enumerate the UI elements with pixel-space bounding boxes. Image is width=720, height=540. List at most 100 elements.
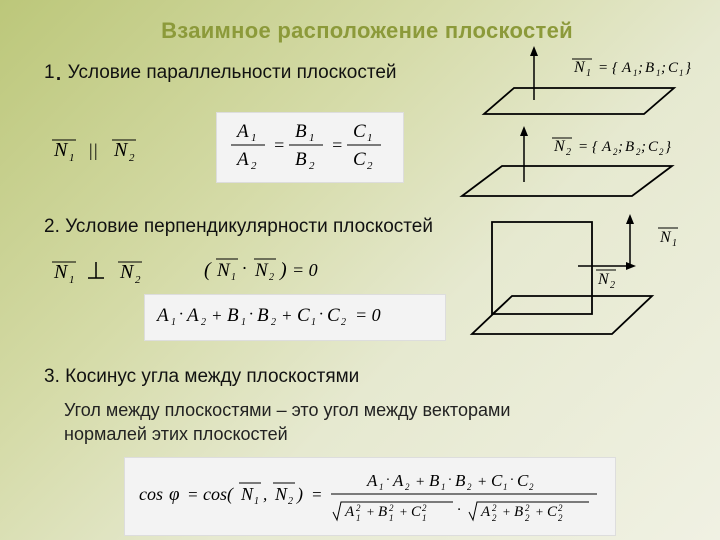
svg-text:+: + [366, 504, 375, 519]
svg-text:C: C [648, 139, 659, 155]
svg-text:2: 2 [309, 160, 315, 172]
svg-text:2: 2 [566, 147, 571, 158]
svg-text:,: , [263, 485, 267, 504]
svg-text:C: C [547, 504, 558, 520]
svg-text:B: B [295, 121, 307, 142]
svg-text:2: 2 [558, 503, 563, 513]
svg-text:1: 1 [311, 317, 316, 328]
svg-text:1: 1 [503, 482, 508, 492]
svg-text:+: + [281, 306, 292, 325]
sec3-desc-l2: нормалей этих плоскостей [64, 424, 288, 444]
svg-text:N: N [119, 261, 135, 283]
sec3-cos-formula: cos φ = cos( N1 , N2 ) = A1 · A2 + B1 · [124, 457, 616, 536]
svg-text:;: ; [618, 139, 623, 155]
svg-text:A: A [185, 305, 199, 326]
svg-text:B: B [378, 504, 387, 520]
svg-text:1: 1 [367, 132, 373, 144]
svg-text:1: 1 [241, 317, 246, 328]
svg-text:2: 2 [529, 482, 534, 492]
svg-text:2: 2 [492, 513, 497, 523]
svg-text:2: 2 [422, 503, 427, 513]
svg-text:N: N [53, 261, 69, 283]
svg-text:·: · [510, 473, 514, 488]
svg-text:C: C [491, 471, 503, 490]
svg-text:||: || [88, 140, 98, 160]
svg-text:= 0: = 0 [355, 305, 381, 325]
svg-text:N: N [553, 138, 566, 155]
svg-text:1: 1 [309, 132, 315, 144]
svg-text:;: ; [661, 60, 666, 76]
svg-text:2: 2 [389, 503, 394, 513]
svg-text:·: · [386, 473, 390, 488]
svg-text:2: 2 [201, 317, 206, 328]
svg-text:N: N [216, 260, 231, 281]
sec3-desc: Угол между плоскостями – это угол между … [64, 398, 690, 447]
svg-text:=: = [311, 485, 322, 504]
svg-text:B: B [227, 305, 239, 326]
svg-text:cos(: cos( [203, 484, 234, 505]
svg-text:C: C [353, 149, 366, 170]
svg-text:1: 1 [679, 68, 684, 78]
svg-text:2: 2 [251, 160, 257, 172]
sec1-dot: . [55, 55, 63, 86]
svg-text:=: = [273, 135, 285, 155]
svg-text:1: 1 [231, 272, 236, 283]
svg-text:A: A [344, 504, 355, 520]
svg-text:1: 1 [69, 274, 75, 286]
svg-text:C: C [517, 471, 529, 490]
svg-text:A: A [601, 139, 612, 155]
svg-text:2: 2 [659, 147, 664, 157]
svg-text:): ) [279, 259, 287, 281]
svg-text:+: + [211, 306, 222, 325]
svg-text:=: = [187, 485, 198, 504]
svg-text:N: N [573, 59, 586, 76]
svg-text:2: 2 [558, 513, 563, 523]
svg-text:N: N [254, 260, 269, 281]
svg-text:1: 1 [171, 317, 176, 328]
svg-text:·: · [457, 502, 461, 518]
svg-text:A: A [621, 60, 632, 76]
svg-text:+: + [535, 504, 544, 519]
svg-text:B: B [625, 139, 634, 155]
sec3-desc-l1: Угол между плоскостями – это угол между … [64, 400, 510, 420]
svg-text:N: N [113, 139, 129, 161]
svg-text:(: ( [204, 259, 212, 281]
svg-text:=: = [331, 135, 343, 155]
svg-text:1: 1 [254, 496, 259, 507]
svg-text:A: A [392, 471, 404, 490]
svg-text:·: · [179, 306, 183, 323]
svg-text:·: · [319, 306, 323, 323]
svg-text:B: B [257, 305, 269, 326]
svg-text:φ: φ [169, 484, 180, 505]
svg-text:;: ; [638, 60, 643, 76]
sec2-diagram: N1 N2 [462, 204, 712, 359]
svg-text:2: 2 [271, 317, 276, 328]
svg-text:1: 1 [656, 68, 661, 78]
svg-text:2: 2 [269, 272, 274, 283]
svg-text:2: 2 [525, 513, 530, 523]
section-2: 2. Условие перпендикулярности плоскостей… [44, 216, 690, 366]
svg-text:;: ; [641, 139, 646, 155]
svg-text:2: 2 [341, 317, 346, 328]
svg-text:2: 2 [492, 503, 497, 513]
svg-text:1: 1 [422, 513, 427, 523]
section-3: 3. Косинус угла между плоскостями Угол м… [44, 366, 690, 536]
svg-text:A: A [235, 149, 249, 170]
svg-text:= {: = { [578, 139, 598, 155]
svg-text:= 0: = 0 [292, 260, 318, 280]
svg-text:1: 1 [672, 238, 677, 249]
sec2-dot-product: ( N1 · N2 ) = 0 [202, 252, 352, 291]
svg-text:N: N [274, 484, 288, 504]
svg-text:A: A [366, 471, 378, 490]
svg-text:2: 2 [367, 160, 373, 172]
svg-text:1: 1 [69, 152, 75, 164]
svg-text:+: + [415, 474, 425, 490]
svg-text:1: 1 [356, 513, 361, 523]
svg-text:}: } [685, 60, 691, 76]
sec1-fraction: A1 A2 = B1 B2 = C1 C2 [216, 112, 404, 183]
svg-text:A: A [155, 305, 169, 326]
sec1-n1-parallel-n2: N 1 || N 2 [44, 132, 164, 171]
svg-text:B: B [645, 60, 654, 76]
svg-text:B: B [514, 504, 523, 520]
svg-text:= {: = { [598, 60, 618, 76]
